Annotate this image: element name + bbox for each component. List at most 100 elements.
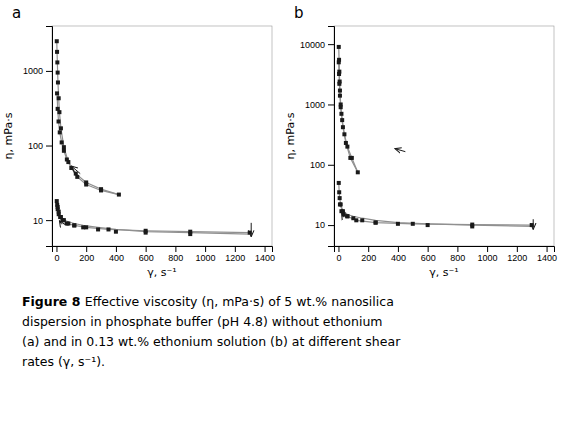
point (55, 60, 59, 64)
plot-frame (52, 26, 272, 246)
x-axis-title: γ, s⁻¹ (429, 266, 458, 279)
point (72, 223, 76, 227)
point (338, 89, 342, 93)
caption-text: Effective viscosity (η, mPa·s) of 5 wt.%… (85, 294, 394, 309)
x-tick: 1200 (507, 246, 527, 263)
arrow (71, 166, 80, 174)
x-tick: 600 (139, 246, 154, 263)
arrow (342, 214, 344, 218)
y-tick-label: 10 (315, 220, 325, 230)
y-tick-mark (46, 146, 52, 147)
point (338, 202, 342, 206)
point (340, 118, 344, 122)
y-axis: 10100100010000 (300, 27, 335, 247)
x-axis: 0200400600800100012001400 (335, 246, 558, 263)
x-axis-line (53, 247, 273, 253)
x-tick-label: 1400 (537, 253, 557, 263)
point (57, 96, 61, 100)
x-axis-line (335, 247, 555, 253)
curve (57, 93, 119, 194)
x-tick-label: 0 (54, 253, 59, 263)
y-tick: 10 (33, 216, 52, 226)
y-axis: 10 100 1000 (23, 27, 53, 247)
point (65, 157, 69, 161)
point (337, 181, 341, 185)
x-tick-mark (265, 246, 266, 252)
x-tick: 800 (450, 246, 465, 263)
y-tick: 100 (28, 141, 52, 151)
x-tick: 0 (54, 246, 59, 263)
point (114, 230, 118, 234)
y-tick: 10000 (300, 40, 334, 50)
curve (58, 207, 250, 234)
y-tick-mark (46, 71, 52, 72)
y-tick-mark (328, 104, 334, 105)
point (62, 145, 66, 149)
y-tick-label: 1000 (23, 66, 43, 76)
curve (339, 62, 358, 172)
arrow (395, 149, 405, 152)
caption-text: rates (γ, s⁻¹). (22, 354, 105, 369)
point (58, 130, 62, 134)
y-tick: 100 (310, 160, 334, 170)
x-tick-mark (146, 246, 147, 252)
x-tick-label: 400 (109, 253, 124, 263)
x-tick-mark (205, 246, 206, 252)
arrow (533, 219, 534, 229)
curve (57, 201, 250, 233)
point (411, 222, 415, 226)
x-tick-label: 800 (168, 253, 183, 263)
point (57, 119, 61, 123)
x-tick: 0 (336, 246, 341, 263)
point (345, 145, 349, 149)
point (337, 60, 341, 64)
x-tick-label: 800 (450, 253, 465, 263)
x-tick: 400 (109, 246, 124, 263)
point (84, 183, 88, 187)
x-tick-label: 1000 (478, 253, 498, 263)
point (374, 221, 378, 225)
x-tick-label: 200 (79, 253, 94, 263)
x-axis: 0 200 400 600 800 1000 1200 1400 (53, 246, 276, 263)
x-tick: 600 (421, 246, 436, 263)
x-tick-label: 1000 (196, 253, 216, 263)
x-tick-label: 600 (421, 253, 436, 263)
x-tick-mark (338, 246, 339, 252)
y-tick: 10 (315, 220, 334, 230)
points (337, 45, 360, 174)
curve (57, 41, 119, 194)
y-tick-label: 10000 (300, 40, 325, 50)
x-tick-mark (517, 246, 518, 252)
plot-area (55, 39, 252, 236)
point (56, 80, 60, 84)
figure: 0200400600800100012001400101001000γ, s⁻¹… (0, 0, 564, 425)
panel-label: a (12, 4, 21, 22)
x-tick: 1200 (225, 246, 245, 263)
x-tick-mark (56, 246, 57, 252)
point (59, 215, 63, 219)
point (374, 221, 378, 225)
panel: 020040060080010001200140010100100010000γ… (284, 4, 557, 279)
point (470, 224, 474, 228)
point (81, 225, 85, 229)
x-tick-mark (428, 246, 429, 252)
caption-line: Figure 8Effective viscosity (η, mPa·s) o… (22, 294, 394, 309)
point (337, 72, 341, 76)
x-tick: 1400 (255, 246, 275, 263)
x-tick-label: 600 (139, 253, 154, 263)
y-tick: 1000 (23, 66, 52, 76)
x-tick-mark (235, 246, 236, 252)
x-tick: 200 (361, 246, 376, 263)
point (356, 170, 360, 174)
point (62, 149, 66, 153)
x-tick-label: 0 (336, 253, 341, 263)
points (55, 199, 252, 236)
curve (340, 204, 532, 226)
point (188, 232, 192, 236)
point (96, 227, 100, 231)
caption-text: (a) and in 0.13 wt.% ethonium solution (… (22, 334, 401, 349)
point (57, 210, 61, 214)
y-tick-mark (46, 220, 52, 221)
x-tick: 1400 (537, 246, 557, 263)
y-tick-label: 100 (310, 160, 325, 170)
